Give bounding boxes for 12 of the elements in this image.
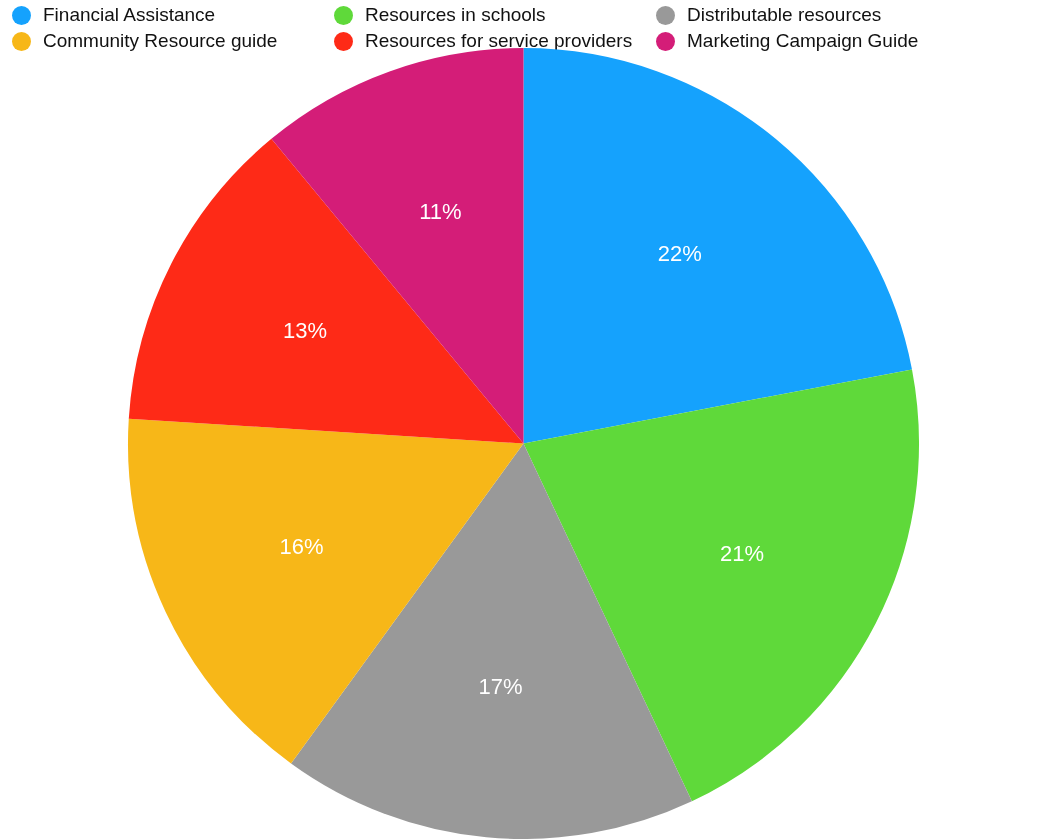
legend-label: Financial Assistance (43, 4, 216, 26)
data-label: 22% (657, 240, 702, 266)
data-label: 11% (419, 198, 462, 224)
data-label: 16% (279, 533, 324, 559)
legend-label: Distributable resources (687, 4, 882, 26)
legend-label: Marketing Campaign Guide (687, 30, 919, 52)
legend-label: Resources in schools (365, 4, 546, 26)
legend-label: Community Resource guide (43, 30, 278, 52)
data-label: 21% (719, 540, 765, 566)
data-label: 13% (282, 318, 328, 344)
legend-label: Resources for service providers (365, 30, 633, 52)
data-label: 17% (478, 673, 523, 699)
